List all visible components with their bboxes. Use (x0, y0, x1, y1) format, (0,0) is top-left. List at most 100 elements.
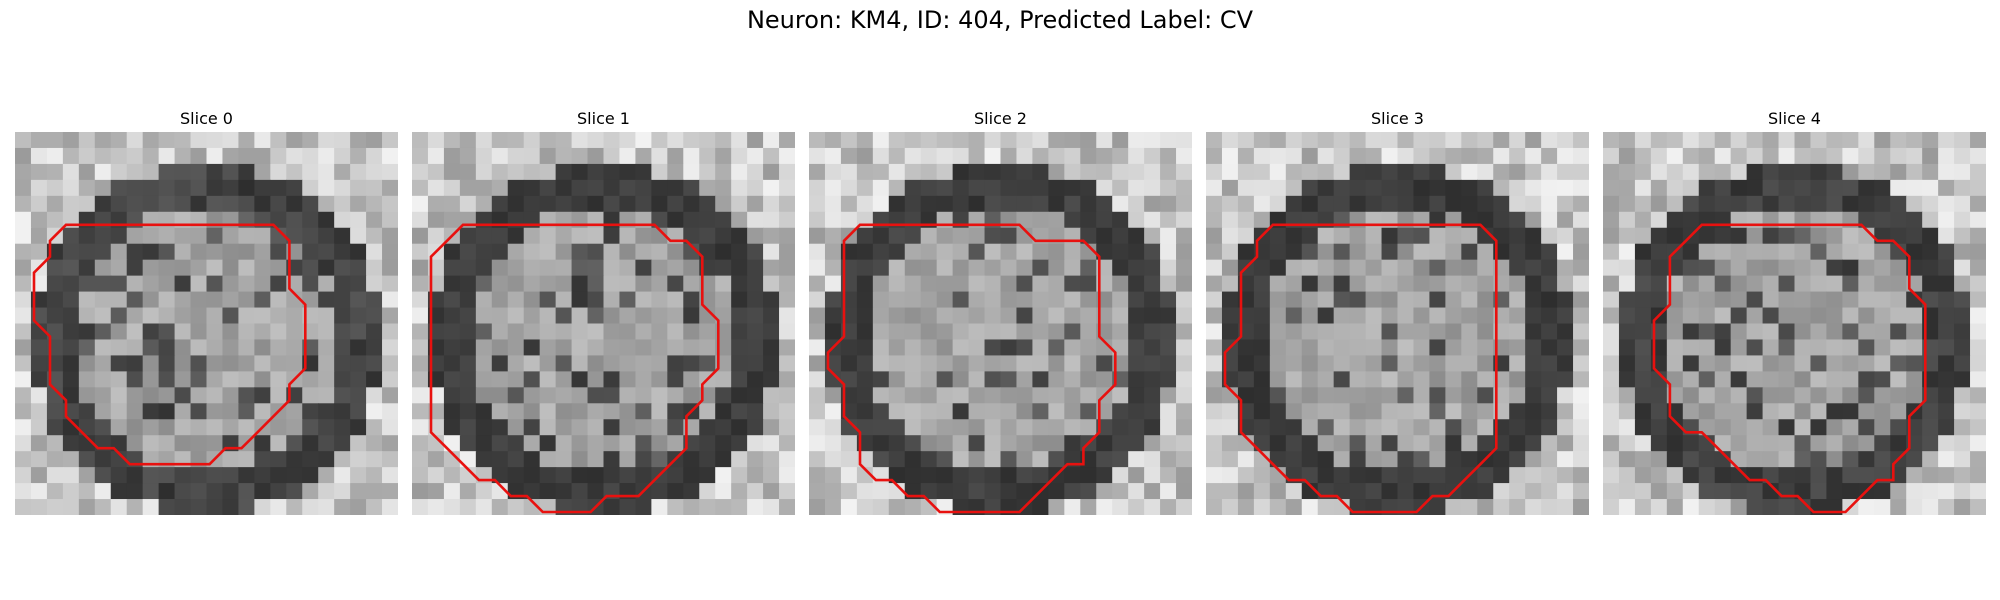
pixel (222, 147, 240, 165)
pixel (1112, 243, 1129, 261)
pixel (1269, 371, 1287, 388)
pixel (1381, 419, 1399, 436)
pixel (1698, 355, 1716, 372)
pixel (459, 307, 477, 325)
pixel (952, 467, 970, 484)
pixel (158, 275, 176, 293)
pixel (1698, 467, 1716, 484)
pixel (1890, 435, 1907, 452)
pixel (1573, 275, 1589, 293)
pixel (1666, 211, 1684, 229)
pixel (1048, 435, 1065, 452)
pixel (1842, 291, 1859, 309)
pixel (270, 419, 287, 436)
pixel (62, 132, 80, 149)
pixel (715, 419, 732, 436)
pixel (779, 259, 795, 277)
pixel (1746, 499, 1764, 515)
pixel (1682, 275, 1700, 293)
pixel (158, 355, 176, 372)
pixel (1381, 435, 1399, 452)
pixel (1682, 371, 1700, 388)
pixel (888, 147, 906, 165)
pixel (1603, 163, 1620, 181)
pixel (571, 307, 589, 325)
pixel (1682, 163, 1700, 181)
pixel (603, 371, 621, 388)
pixel (1858, 499, 1875, 515)
pixel (731, 499, 748, 515)
pixel (1176, 195, 1192, 213)
pixel (382, 227, 398, 245)
pixel (158, 403, 176, 420)
pixel (1618, 467, 1636, 484)
pixel (809, 371, 826, 388)
pixel (683, 371, 700, 388)
pixel (1461, 275, 1478, 293)
pixel (1634, 467, 1652, 484)
pixel (443, 419, 461, 436)
pixel (350, 403, 367, 420)
pixel (635, 132, 652, 149)
pixel (523, 323, 541, 341)
pixel (872, 371, 890, 388)
pixel (1970, 307, 1986, 325)
pixel (1970, 403, 1986, 420)
pixel (968, 179, 986, 197)
pixel (1682, 451, 1700, 468)
pixel (412, 451, 429, 468)
pixel (1285, 355, 1303, 372)
pixel (1573, 132, 1589, 149)
pixel (302, 483, 319, 500)
pixel (667, 147, 684, 165)
pixel (174, 163, 192, 181)
pixel (1349, 243, 1367, 261)
pixel (779, 291, 795, 309)
pixel (15, 211, 32, 229)
pixel (1128, 227, 1145, 245)
pixel (984, 435, 1002, 452)
pixel (94, 179, 112, 197)
pixel (1333, 227, 1351, 245)
pixel (238, 132, 255, 149)
pixel (555, 323, 573, 341)
pixel (238, 419, 255, 436)
pixel (619, 163, 637, 181)
pixel (254, 195, 271, 213)
pixel (1714, 243, 1732, 261)
pixel (126, 275, 144, 293)
pixel (1269, 339, 1287, 357)
pixel (587, 387, 605, 404)
pixel (1333, 291, 1351, 309)
pixel (1666, 339, 1684, 357)
pixel (1714, 227, 1732, 245)
pixel (1144, 403, 1161, 420)
pixel (334, 467, 351, 484)
pixel (1794, 243, 1812, 261)
pixel (1445, 243, 1462, 261)
pixel (1128, 179, 1145, 197)
pixel (920, 259, 938, 277)
pixel (1557, 307, 1574, 325)
pixel (603, 435, 621, 452)
pixel (1365, 403, 1383, 420)
pixel (334, 132, 351, 149)
pixel (270, 259, 287, 277)
pixel (1096, 339, 1113, 357)
pixel (1112, 307, 1129, 325)
pixel (1906, 387, 1923, 404)
pixel (1666, 355, 1684, 372)
pixel (1064, 179, 1081, 197)
pixel (952, 259, 970, 277)
pixel (1730, 307, 1748, 325)
pixel (158, 371, 176, 388)
pixel (1938, 259, 1955, 277)
pixel (318, 147, 335, 165)
pixel (1858, 323, 1875, 341)
pixel (1206, 387, 1223, 404)
pixel (587, 435, 605, 452)
pixel (1541, 307, 1558, 325)
pixel (475, 451, 493, 468)
pixel (763, 243, 780, 261)
pixel (571, 132, 589, 149)
